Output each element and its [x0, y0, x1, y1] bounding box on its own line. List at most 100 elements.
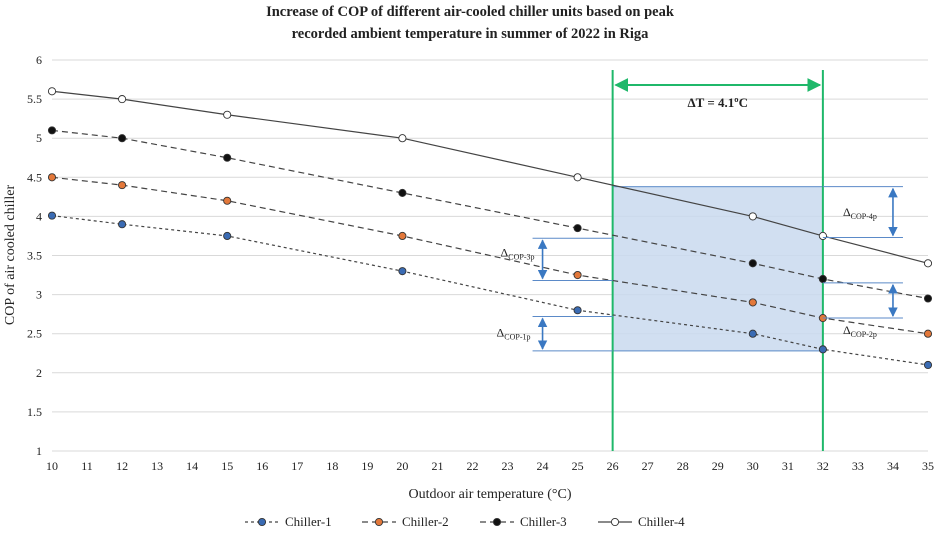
- data-point-chiller-2: [398, 231, 407, 240]
- data-point-chiller-2: [748, 298, 757, 307]
- data-point-chiller-2: [47, 173, 57, 182]
- x-tick-label: 15: [221, 459, 233, 473]
- delta-symbol: Δ: [497, 325, 505, 339]
- data-point-chiller-4: [748, 212, 757, 221]
- data-point-chiller-3: [118, 134, 127, 143]
- delta-subscript: COP-3p: [508, 252, 534, 261]
- x-tick-label: 11: [81, 459, 93, 473]
- shaded-region: [612, 186, 824, 352]
- x-tick-label: 33: [852, 459, 864, 473]
- data-point-chiller-4: [47, 87, 57, 96]
- data-point-chiller-4: [818, 231, 827, 240]
- x-tick-label: 12: [116, 459, 128, 473]
- data-point-chiller-2: [223, 196, 232, 205]
- shaded-region-group: ΔT = 4.1ºC: [611, 70, 824, 451]
- series-line-chiller-4: [51, 90, 929, 264]
- data-point-chiller-2: [923, 329, 933, 338]
- data-point-chiller-1: [923, 360, 933, 370]
- x-tick-label: 34: [887, 459, 899, 473]
- legend-label: Chiller-3: [520, 514, 567, 529]
- y-axis-label: COP of air cooled chiller: [3, 185, 18, 326]
- x-tick-label: 28: [677, 459, 689, 473]
- x-tick-label: 21: [431, 459, 443, 473]
- x-tick-label: 27: [642, 459, 654, 473]
- x-tick-label: 10: [46, 459, 58, 473]
- y-tick-label: 5.5: [27, 92, 42, 106]
- x-tick-label: 18: [326, 459, 338, 473]
- data-point-chiller-2: [573, 270, 582, 280]
- chart-title-line-1: Increase of COP of different air-cooled …: [266, 4, 675, 20]
- series-line-chiller-3: [51, 129, 929, 300]
- data-point-chiller-3: [47, 126, 57, 135]
- y-tick-label: 3.5: [27, 249, 42, 263]
- x-tick-label: 25: [572, 459, 584, 473]
- data-point-chiller-3: [923, 294, 933, 303]
- y-tick-label: 1.5: [27, 405, 42, 419]
- data-point-chiller-1: [748, 329, 757, 338]
- delta-subscript: COP-1p: [504, 332, 530, 341]
- delta-symbol: Δ: [501, 245, 509, 259]
- x-tick-label: 17: [291, 459, 303, 473]
- x-axis-label: Outdoor air temperature (°C): [408, 487, 571, 502]
- data-point-chiller-4: [923, 259, 933, 268]
- legend-label: Chiller-2: [402, 514, 449, 529]
- legend-label: Chiller-4: [638, 514, 685, 529]
- legend-label: Chiller-1: [285, 514, 332, 529]
- delta-subscript: COP-4p: [851, 212, 877, 221]
- x-tick-label: 13: [151, 459, 163, 473]
- legend-swatch-marker: [492, 517, 502, 527]
- y-tick-label: 4: [36, 209, 42, 223]
- x-tick-label: 24: [537, 459, 549, 473]
- data-point-chiller-1: [47, 211, 57, 220]
- delta-cop-label: ΔCOP-1p: [497, 325, 531, 341]
- delta-t-label: ΔT = 4.1ºC: [688, 95, 748, 110]
- delta-symbol: Δ: [843, 323, 851, 337]
- legend-swatch-marker: [374, 517, 384, 527]
- data-point-chiller-1: [398, 267, 407, 276]
- chart-title-line-2: recorded ambient temperature in summer o…: [292, 26, 650, 42]
- x-tick-label: 14: [186, 459, 198, 473]
- x-tick-label: 19: [361, 459, 373, 473]
- ticks-group: 1 1.5 2 2.5 3 3.5 4 4.5 5 5.5 6 10 11 12 13 14 15 16 17 18 1…: [27, 53, 934, 473]
- delta-cop-label: ΔCOP-2p: [843, 323, 877, 339]
- delta-cop-label: ΔCOP-4p: [843, 205, 877, 221]
- data-point-chiller-1: [118, 220, 127, 229]
- delta-symbol: Δ: [843, 205, 851, 219]
- data-point-chiller-3: [573, 224, 582, 233]
- data-point-chiller-3: [748, 259, 757, 268]
- legend-swatch-marker: [610, 517, 620, 527]
- x-tick-label: 29: [712, 459, 724, 473]
- series-group: [47, 87, 933, 370]
- x-tick-label: 30: [747, 459, 759, 473]
- legend-swatch-marker: [257, 517, 267, 527]
- x-tick-label: 32: [817, 459, 829, 473]
- x-tick-label: 20: [396, 459, 408, 473]
- data-point-chiller-4: [398, 134, 407, 143]
- y-tick-label: 1: [36, 444, 42, 458]
- x-tick-label: 16: [256, 459, 268, 473]
- x-tick-label: 35: [922, 459, 934, 473]
- y-tick-label: 4.5: [27, 170, 42, 184]
- data-point-chiller-2: [118, 181, 127, 190]
- data-point-chiller-4: [573, 173, 582, 182]
- legend: Chiller-1 Chiller-2 Chiller-3 Chiller-4: [245, 514, 685, 529]
- x-tick-label: 22: [466, 459, 478, 473]
- y-tick-label: 5: [36, 131, 42, 145]
- series-line-chiller-1: [51, 215, 929, 366]
- data-point-chiller-4: [223, 110, 232, 119]
- x-tick-label: 26: [607, 459, 619, 473]
- delta-cop-label: ΔCOP-3p: [501, 245, 535, 261]
- data-point-chiller-4: [118, 95, 127, 104]
- delta-subscript: COP-2p: [851, 330, 877, 339]
- series-line-chiller-2: [51, 176, 929, 335]
- data-point-chiller-3: [818, 274, 827, 284]
- data-point-chiller-3: [398, 188, 407, 197]
- data-point-chiller-3: [223, 153, 232, 162]
- data-point-chiller-1: [573, 306, 582, 315]
- y-tick-label: 6: [36, 53, 42, 67]
- y-tick-label: 2: [36, 366, 42, 380]
- x-tick-label: 23: [502, 459, 514, 473]
- x-tick-label: 31: [782, 459, 794, 473]
